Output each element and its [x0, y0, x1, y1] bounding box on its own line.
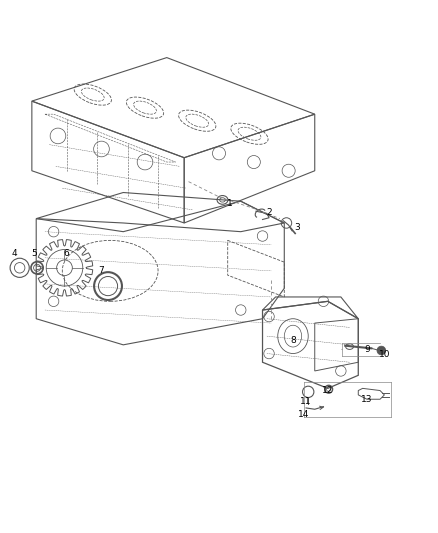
Text: 9: 9 — [364, 345, 370, 354]
Text: 1: 1 — [227, 199, 233, 208]
Text: 14: 14 — [298, 410, 310, 419]
Text: 7: 7 — [99, 266, 104, 276]
Text: 10: 10 — [378, 350, 390, 359]
Text: 3: 3 — [294, 223, 300, 232]
Text: 5: 5 — [31, 249, 37, 258]
Text: 6: 6 — [63, 249, 69, 258]
Circle shape — [377, 346, 386, 355]
Text: 11: 11 — [300, 397, 312, 406]
Text: 13: 13 — [361, 395, 373, 403]
Text: 8: 8 — [290, 336, 296, 345]
Text: 12: 12 — [322, 386, 333, 395]
FancyArrowPatch shape — [320, 406, 323, 409]
Text: 2: 2 — [266, 207, 272, 216]
Text: 4: 4 — [12, 249, 17, 258]
